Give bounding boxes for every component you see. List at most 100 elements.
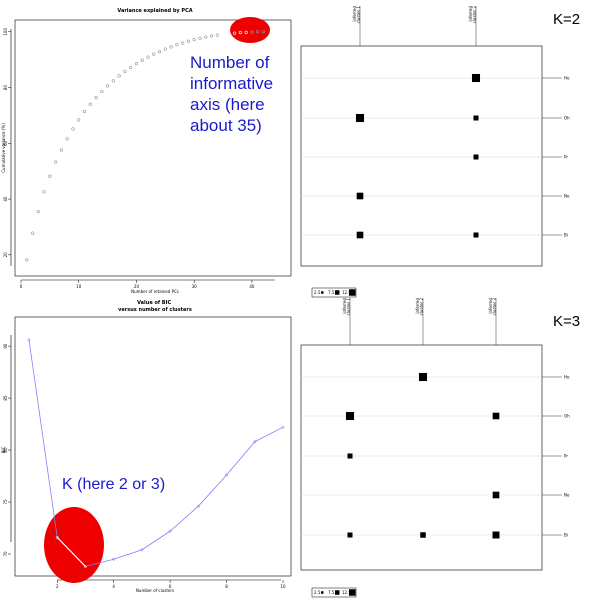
pca-point	[175, 43, 179, 47]
pca-point	[140, 58, 144, 62]
bic-x-tick-label: 8	[225, 584, 228, 589]
bic-point	[27, 338, 31, 342]
bic-series	[27, 338, 285, 568]
pca-y-tick-label: 100	[3, 28, 8, 36]
pca-y-label: Cumulative variance (%)	[1, 123, 6, 173]
k2-cell-square	[473, 232, 479, 238]
pca-point	[256, 30, 260, 34]
pca-point	[169, 45, 173, 49]
pca-point	[146, 55, 150, 59]
k3-legend-box	[311, 587, 357, 598]
k3-col-header: inferredcluster 2	[415, 298, 424, 316]
pca-point	[215, 33, 219, 37]
k2-row-label: No	[564, 194, 570, 199]
pca-y-tick-label: 20	[3, 252, 8, 258]
pca-point	[261, 30, 266, 34]
pca-title: Variance explained by PCA	[117, 8, 192, 14]
k2-col-header-line: inferred	[352, 6, 357, 22]
pca-annotation-line-4: about 35)	[190, 116, 262, 135]
k2-row-label: He	[564, 76, 570, 81]
k2-legend-label: 12.5	[342, 290, 351, 295]
pca-x-tick-label: 0	[20, 284, 23, 289]
k3-col-header-line: cluster 2	[419, 298, 424, 316]
k3-row-label: Oh	[564, 414, 570, 419]
bic-x-tick-label: 2	[56, 584, 59, 589]
pca-x-label: Number of retained PCs	[131, 289, 179, 294]
bic-point	[55, 535, 59, 539]
bic-y-tick-label: 90	[3, 343, 8, 349]
pca-x-tick-label: 20	[134, 284, 140, 289]
k2-cell-square	[473, 154, 479, 160]
k3-plot-frame	[300, 344, 543, 571]
k3-col-header-line: inferred	[415, 298, 420, 314]
pca-point	[198, 36, 202, 40]
pca-point	[192, 37, 196, 42]
pca-point	[123, 69, 127, 73]
k2-col-header: inferredcluster 1	[352, 6, 361, 24]
pca-points	[25, 30, 266, 262]
pca-point	[134, 61, 139, 66]
k3-cell-square	[418, 372, 428, 382]
k2-row-label: Oh	[564, 116, 570, 121]
bic-x-ticks: 2 4 6 8 10	[56, 580, 286, 589]
k2-plot-frame	[300, 45, 543, 267]
bic-point	[281, 425, 285, 429]
pca-point	[209, 34, 214, 38]
pca-annotation-line-1: Number of	[190, 53, 270, 72]
bic-highlight-ellipse	[44, 507, 104, 583]
k3-cell-square	[347, 532, 353, 538]
bic-y-ticks: 70 75 80 85 90	[3, 343, 11, 557]
k3-legend-square	[335, 590, 340, 595]
pca-point	[105, 84, 110, 88]
k2-cell-square	[356, 192, 364, 200]
k3-row-label: Bi	[564, 533, 568, 538]
pca-point	[238, 31, 242, 35]
pca-point	[221, 32, 225, 36]
k3-col-header-line: inferred	[488, 298, 493, 314]
pca-point	[25, 258, 29, 262]
k2-legend-label: 2.5	[314, 290, 321, 295]
bic-y-tick-label: 70	[3, 551, 8, 557]
bic-plot-frame	[14, 316, 292, 577]
k3-cell-square	[345, 411, 355, 421]
bic-point	[196, 504, 200, 508]
pca-y-ticks: 20 40 60 80 100	[3, 28, 11, 258]
pca-point	[152, 52, 156, 56]
k3-col-header-line: cluster 3	[492, 298, 497, 316]
bic-y-label: BIC	[1, 446, 6, 453]
pca-point	[181, 41, 185, 45]
k2-legend-square	[335, 290, 340, 295]
bic-y-tick-label: 80	[3, 447, 8, 453]
bic-annotation: K (here 2 or 3)	[62, 476, 165, 493]
k2-legend-box	[311, 287, 357, 298]
k2-cell-square	[356, 231, 364, 239]
k3-cell-square	[492, 412, 500, 420]
pca-y-tick-label: 80	[3, 85, 8, 91]
k2-row-label: Pr	[564, 155, 568, 160]
pca-x-tick-label: 10	[76, 284, 82, 289]
pca-y-tick-label: 60	[3, 140, 8, 146]
pca-point	[88, 102, 92, 106]
k3-cell-square	[347, 453, 353, 459]
pca-point	[244, 30, 248, 34]
pca-point	[227, 32, 231, 36]
k3-row-label: No	[564, 493, 570, 498]
k3-row-label: He	[564, 375, 570, 380]
pca-point	[59, 148, 64, 152]
pca-point	[157, 49, 162, 54]
bic-point	[225, 473, 229, 477]
pca-annotation-line-2: informative	[190, 74, 273, 93]
k2-label: K=2	[553, 11, 580, 28]
pca-y-tick-label: 40	[3, 196, 8, 202]
k2-legend-square	[321, 291, 324, 294]
bic-point	[83, 565, 87, 568]
pca-point	[186, 39, 191, 43]
k2-col-header-line: cluster 1	[356, 6, 361, 24]
bic-line-highlight	[56, 536, 86, 567]
bic-y-tick-label: 85	[3, 395, 8, 401]
pca-point	[54, 160, 58, 164]
pca-point	[65, 137, 69, 141]
pca-point	[30, 231, 35, 235]
k3-col-header: inferredcluster 3	[488, 298, 497, 316]
k2-cell-square	[355, 113, 365, 123]
